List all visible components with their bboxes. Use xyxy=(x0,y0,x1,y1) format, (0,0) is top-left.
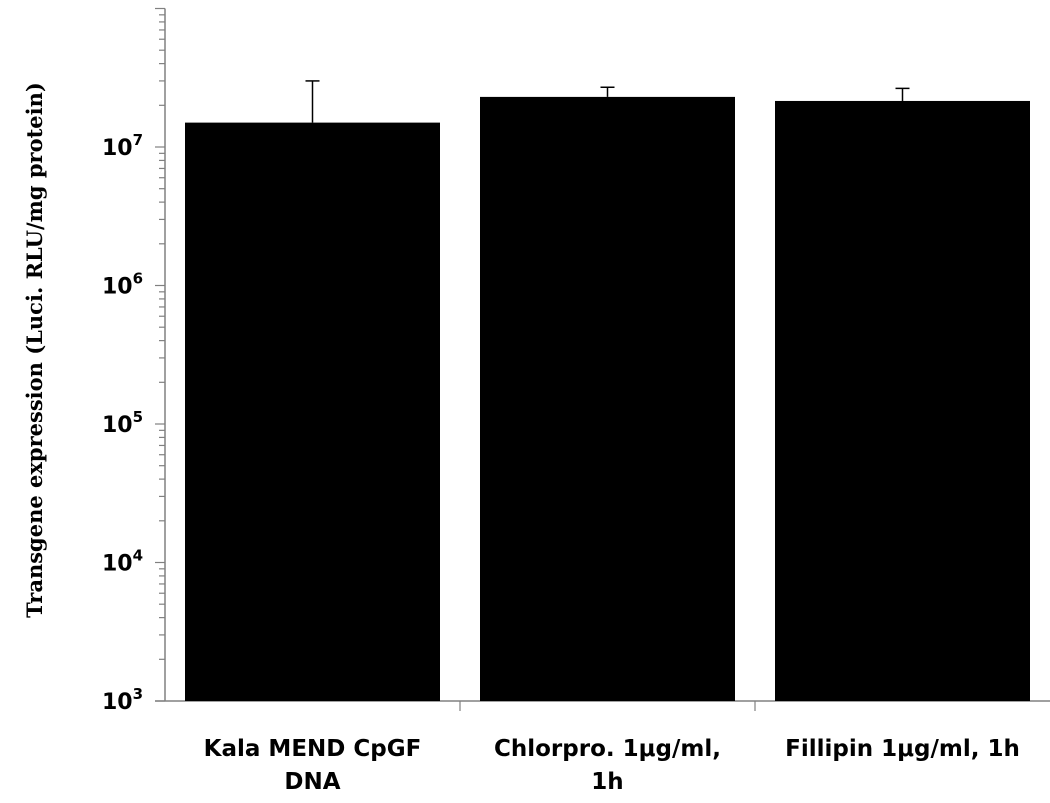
y-tick-base: 10 xyxy=(102,552,133,577)
bar xyxy=(480,96,735,701)
y-tick-label: 105 xyxy=(102,408,143,438)
y-tick-label: 103 xyxy=(102,685,143,715)
y-tick-exponent: 6 xyxy=(133,270,143,288)
y-tick-exponent: 4 xyxy=(133,547,143,565)
y-tick-exponent: 3 xyxy=(133,685,143,703)
y-tick-base: 10 xyxy=(102,136,133,161)
y-axis-label: Transgene expression (Luci. RLU/mg prote… xyxy=(22,82,47,618)
y-tick-base: 10 xyxy=(102,690,133,715)
error-bars xyxy=(305,80,910,123)
bar xyxy=(775,100,1030,701)
x-tick-labels: Kala MEND CpGF DNA Chlorpro. 1μg/ml, 1h Fill… xyxy=(204,736,1020,795)
bar xyxy=(185,122,440,702)
y-tick-label: 104 xyxy=(102,547,143,577)
x-tick-label-line: 1h xyxy=(591,769,623,795)
x-tick-label: Kala MEND CpGF DNA xyxy=(204,736,422,795)
x-tick-label-line: DNA xyxy=(284,769,340,795)
bars xyxy=(185,96,1030,702)
y-tick-label: 106 xyxy=(102,270,143,300)
x-tick-label-line: Chlorpro. 1μg/ml, xyxy=(494,736,721,762)
y-tick-label: 107 xyxy=(102,131,143,161)
y-tick-exponent: 7 xyxy=(133,131,143,149)
x-tick-label: Chlorpro. 1μg/ml, 1h xyxy=(494,736,721,795)
x-tick-label-line: Kala MEND CpGF xyxy=(204,736,422,762)
x-tick-label-line: Fillipin 1μg/ml, 1h xyxy=(785,736,1020,762)
y-tick-exponent: 5 xyxy=(133,408,143,426)
y-tick-base: 10 xyxy=(102,413,133,438)
y-tick-base: 10 xyxy=(102,275,133,300)
x-tick-label: Fillipin 1μg/ml, 1h xyxy=(785,736,1020,762)
